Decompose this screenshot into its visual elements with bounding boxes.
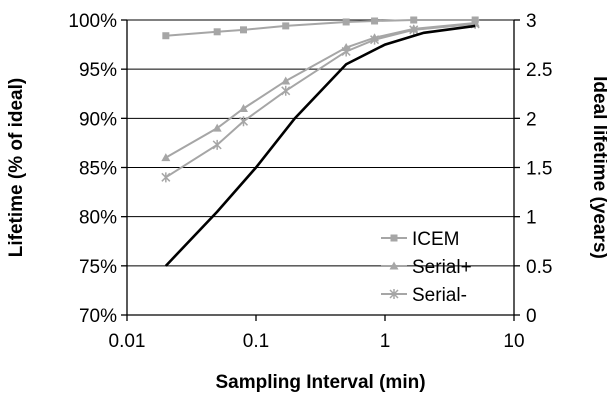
y-tick-label: 85% (79, 159, 117, 180)
data-point (281, 76, 291, 85)
series-2 (161, 18, 480, 183)
data-point (371, 17, 379, 25)
data-point (212, 123, 222, 132)
legend-label: ICEM (412, 229, 460, 250)
data-point (161, 153, 171, 162)
data-point (162, 32, 170, 40)
y2-tick-label: 0 (526, 306, 537, 327)
y-axis-title: Lifetime (% of ideal) (6, 78, 27, 257)
data-point (409, 24, 419, 35)
y-tick-label: 100% (68, 11, 117, 32)
y2-tick-label: 2 (526, 109, 537, 130)
y2-tick-label: 1.5 (526, 159, 552, 180)
y-tick-label: 75% (79, 257, 117, 278)
series-lines (161, 16, 480, 267)
legend-marker (389, 261, 399, 270)
data-point (238, 104, 248, 112)
axes (121, 19, 520, 321)
legend: ICEM Serial+ Serial- (381, 229, 472, 306)
data-point (341, 46, 351, 57)
x-tick-label: 1 (380, 331, 391, 352)
y-tick-label: 80% (79, 208, 117, 229)
y2-tick-label: 2.5 (526, 60, 552, 81)
series-0 (162, 16, 479, 40)
legend-marker (390, 234, 398, 242)
legend-entry: Serial+ (381, 257, 472, 278)
legend-entry: ICEM (381, 229, 460, 250)
series-line (164, 24, 476, 267)
legend-label: Serial+ (412, 257, 472, 278)
data-point (238, 116, 249, 127)
x-tick-label: 10 (503, 331, 524, 352)
series-line (165, 22, 476, 179)
x-tick-label: 0.1 (243, 331, 269, 352)
data-point (370, 34, 380, 45)
y-tick-label: 70% (79, 306, 117, 327)
data-point (410, 16, 418, 24)
y2-tick-label: 3 (526, 11, 537, 32)
data-point (213, 28, 221, 36)
data-point (342, 18, 350, 26)
series-line (165, 19, 476, 37)
y-tick-label: 90% (79, 109, 117, 130)
x-axis-title: Sampling Interval (min) (215, 372, 425, 393)
y2-tick-label: 1 (526, 208, 537, 229)
data-point (239, 26, 247, 34)
y2-tick-label: 0.5 (526, 257, 552, 278)
x-tick-label: 0.01 (109, 331, 146, 352)
series-3 (164, 24, 476, 267)
legend-label: Serial- (412, 285, 467, 306)
data-point (282, 22, 290, 30)
legend-marker (389, 289, 399, 299)
y-tick-label: 95% (79, 60, 117, 81)
data-point (212, 139, 222, 150)
data-point (281, 85, 291, 96)
y2-axis-title: Ideal lifetime (years) (589, 76, 607, 259)
legend-entry: Serial- (381, 285, 467, 306)
tick-labels: 70% 75% 80% 85% 90% 95% 100% 0 0.5 1 1.5 2 2.5 3 0.01 0… (68, 11, 552, 352)
data-point (161, 172, 171, 183)
series-line (165, 21, 476, 159)
